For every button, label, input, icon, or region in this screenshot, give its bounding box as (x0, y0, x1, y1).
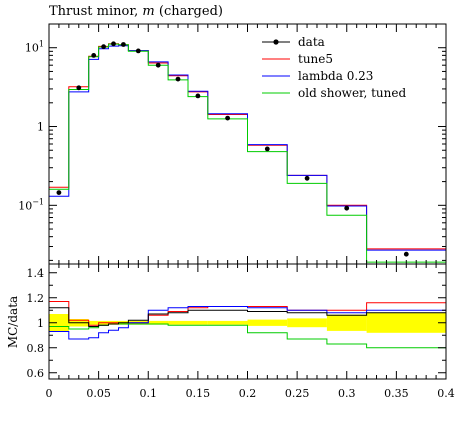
main-panel: 10−1 1 101 (18, 23, 447, 264)
x-tick-label: 0.4 (437, 387, 455, 400)
data-point (225, 115, 231, 121)
ratio-ylabel: MC/data (6, 296, 20, 348)
data-point (101, 44, 106, 50)
x-tick-label: 0 (46, 387, 53, 400)
x-tick-label: 0.2 (239, 387, 257, 400)
y-tick-label: 101 (25, 40, 44, 55)
data-point (111, 41, 116, 47)
data-point (76, 85, 82, 91)
ratio-series-line-2 (49, 306, 446, 340)
data-point (304, 175, 310, 181)
data-point (264, 146, 270, 152)
uncertainty-band-bin (366, 312, 446, 333)
uncertainty-band-bin (88, 320, 99, 325)
ratio-series-line-3 (49, 323, 446, 349)
x-tick-label: 0.05 (86, 387, 111, 400)
data-point (121, 42, 126, 47)
data-point (91, 53, 97, 58)
y-tick-label: 1 (37, 121, 44, 134)
uncertainty-band-bin (168, 320, 188, 325)
chart-title: Thrust minor, m (charged) (49, 4, 223, 19)
legend-label-3: old shower, tuned (298, 86, 406, 100)
data-point (344, 205, 350, 211)
data-point (195, 93, 201, 99)
data-point (175, 76, 181, 82)
ratio-plot-frame (48, 263, 447, 380)
uncertainty-band-bin (49, 314, 69, 332)
x-tick-label: 0.35 (384, 387, 409, 400)
legend: data tune5 lambda 0.23 old shower, tuned (262, 35, 406, 100)
uncertainty-band-bin (207, 320, 248, 325)
ratio-y-tick-label: 1 (37, 317, 44, 330)
x-tick-label: 0.25 (285, 387, 310, 400)
data-point (155, 62, 161, 68)
uncertainty-band-bin (326, 314, 367, 331)
data-point (56, 190, 62, 196)
data-point (403, 251, 409, 257)
legend-marker-data (273, 39, 279, 45)
main-series-line-3 (49, 43, 446, 263)
uncertainty-band-bin (287, 318, 327, 328)
ratio-panel: 0.6 0.8 1 1.2 1.4 0 0.05 0.1 0.15 0.2 0.25 0.3 0.35 0… (27, 264, 455, 400)
ratio-series-line-4 (49, 307, 446, 327)
x-tick-label: 0.1 (140, 387, 158, 400)
uncertainty-band-bin (148, 320, 169, 325)
y-tick-label: 10−1 (18, 197, 44, 212)
ratio-y-tick-label: 0.8 (27, 342, 45, 355)
legend-label-data: data (298, 35, 325, 49)
ratio-y-tick-label: 1.4 (27, 267, 45, 280)
ratio-y-tick-label: 0.6 (27, 367, 45, 380)
x-tick-label: 0.3 (338, 387, 356, 400)
ratio-y-tick-label: 1.2 (27, 292, 45, 305)
data-point (135, 48, 141, 54)
uncertainty-band-bin (188, 320, 208, 325)
x-tick-label: 0.15 (186, 387, 211, 400)
main-series-line-2 (49, 45, 446, 251)
legend-label-2: lambda 0.23 (298, 69, 373, 83)
uncertainty-band-bin (247, 319, 288, 326)
legend-label-1: tune5 (298, 52, 333, 66)
